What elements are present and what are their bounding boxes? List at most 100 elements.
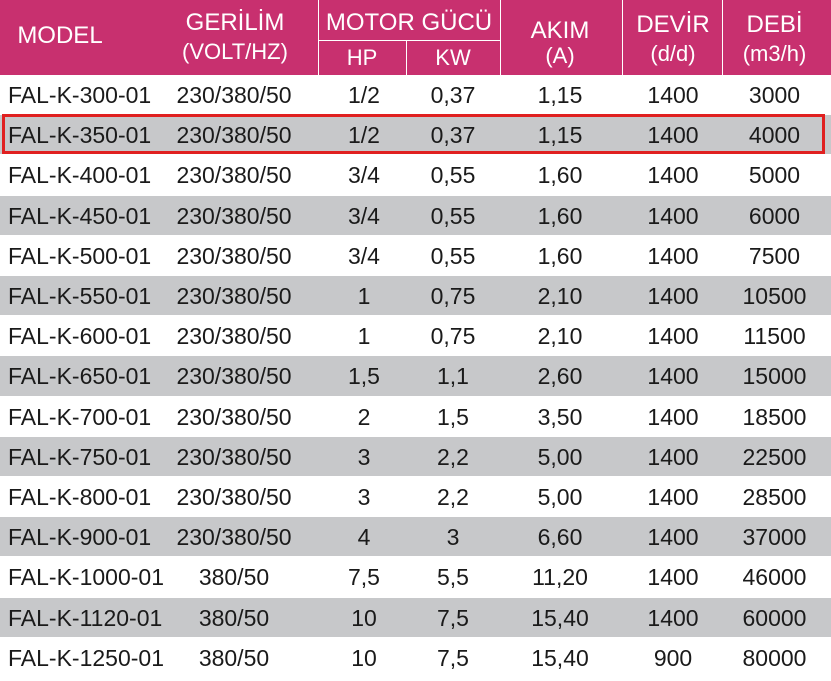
cell-model: FAL-K-650-01	[8, 363, 152, 390]
cell-model: FAL-K-900-01	[8, 524, 152, 551]
table-row: FAL-K-1120-01 380/50 10 7,5 15,40 1400 60000	[0, 597, 831, 638]
cell-akim: 1,60	[537, 202, 583, 229]
cell-hp: 3/4	[348, 242, 380, 269]
cell-akim: 11,20	[532, 564, 588, 591]
table-row: FAL-K-350-01 230/380/50 1/2 0,37 1,15 1400 400…	[0, 115, 831, 156]
table-row: FAL-K-1000-01 380/50 7,5 5,5 11,20 1400 46000	[0, 557, 831, 598]
cell-debi: 7500	[748, 242, 801, 269]
cell-model: FAL-K-1250-01	[8, 644, 164, 671]
cell-hp: 1	[357, 283, 371, 309]
cell-kw: 2,2	[437, 443, 469, 470]
cell-kw: 7,5	[437, 604, 469, 631]
cell-akim: 2,10	[537, 283, 583, 309]
cell-hp: 1	[357, 323, 371, 350]
cell-akim: 6,60	[537, 524, 583, 551]
header-devir-unit: (d/d)	[650, 41, 696, 66]
cell-model: FAL-K-1000-01	[8, 564, 164, 591]
cell-kw: 5,5	[437, 564, 469, 591]
cell-akim: 1,15	[537, 82, 583, 108]
table-row: FAL-K-400-01 230/380/50 3/4 0,55 1,60 1400 500…	[0, 155, 831, 196]
cell-debi: 28500	[742, 484, 807, 510]
cell-akim: 3,50	[537, 403, 583, 430]
cell-devir: 1400	[647, 283, 699, 309]
cell-model: FAL-K-350-01	[8, 122, 152, 149]
cell-volt: 230/380/50	[176, 403, 292, 430]
cell-hp: 1/2	[348, 82, 380, 108]
cell-devir: 1400	[647, 403, 699, 430]
cell-volt: 380/50	[198, 604, 270, 631]
cell-debi: 46000	[742, 564, 807, 591]
cell-devir: 1400	[647, 242, 699, 269]
cell-volt: 230/380/50	[176, 122, 292, 149]
cell-debi: 22500	[742, 443, 807, 470]
cell-akim: 5,00	[537, 443, 583, 470]
cell-hp: 3/4	[348, 202, 380, 229]
table-row: FAL-K-1250-01 380/50 10 7,5 15,40 900 80000	[0, 637, 831, 678]
cell-akim: 1,15	[537, 122, 583, 149]
header-debi: DEBİ	[746, 11, 803, 38]
table-row: FAL-K-650-01 230/380/50 1,5 1,1 2,60 1400 1500…	[0, 356, 831, 397]
cell-akim: 1,60	[537, 162, 583, 189]
cell-devir: 1400	[647, 604, 699, 631]
cell-kw: 0,75	[430, 283, 476, 309]
cell-devir: 1400	[647, 122, 699, 149]
cell-kw: 0,37	[430, 122, 476, 149]
cell-debi: 60000	[742, 604, 807, 631]
header-gerilim-unit: (VOLT/HZ)	[182, 39, 288, 64]
header-hp: HP	[346, 45, 378, 70]
cell-debi: 15000	[742, 363, 807, 390]
cell-volt: 230/380/50	[176, 484, 292, 510]
cell-kw: 2,2	[437, 484, 469, 510]
cell-debi: 5000	[748, 162, 801, 189]
cell-model: FAL-K-600-01	[8, 323, 152, 350]
cell-debi: 18500	[742, 403, 807, 430]
cell-model: FAL-K-550-01	[8, 283, 152, 309]
cell-debi: 37000	[742, 524, 807, 551]
table-row: FAL-K-300-01 230/380/50 1/2 0,37 1,15 1400 300…	[0, 75, 831, 116]
cell-volt: 230/380/50	[176, 162, 292, 189]
cell-volt: 230/380/50	[176, 283, 292, 309]
cell-model: FAL-K-700-01	[8, 403, 152, 430]
cell-hp: 1,5	[348, 363, 380, 390]
cell-model: FAL-K-800-01	[8, 484, 152, 510]
table-row: FAL-K-750-01 230/380/50 3 2,2 5,00 1400 22500	[0, 436, 831, 477]
table-row: FAL-K-800-01 230/380/50 3 2,2 5,00 1400 28500	[0, 477, 831, 518]
cell-hp: 1/2	[348, 122, 380, 149]
cell-volt: 230/380/50	[176, 363, 292, 390]
cell-kw: 0,55	[430, 162, 476, 189]
cell-akim: 2,60	[537, 363, 583, 390]
cell-hp: 10	[351, 644, 377, 671]
cell-volt: 230/380/50	[176, 524, 292, 551]
cell-akim: 2,10	[537, 323, 583, 350]
cell-devir: 900	[653, 644, 693, 671]
cell-kw: 0,37	[430, 82, 476, 108]
highlighted-row-outline	[2, 114, 825, 154]
cell-volt: 230/380/50	[176, 323, 292, 350]
cell-hp: 3	[357, 484, 371, 510]
table-row: FAL-K-450-01 230/380/50 3/4 0,55 1,60 1400 600…	[0, 195, 831, 236]
header-gerilim: GERİLİM	[185, 9, 285, 36]
cell-akim: 15,40	[531, 604, 589, 631]
cell-model: FAL-K-450-01	[8, 202, 152, 229]
cell-devir: 1400	[647, 363, 699, 390]
cell-devir: 1400	[647, 484, 699, 510]
cell-devir: 1400	[647, 82, 699, 108]
table-row: FAL-K-600-01 230/380/50 1 0,75 2,10 1400 11500	[0, 316, 831, 357]
cell-model: FAL-K-500-01	[8, 242, 152, 269]
cell-devir: 1400	[647, 323, 699, 350]
cell-hp: 4	[357, 524, 371, 551]
cell-kw: 1,1	[437, 363, 469, 390]
cell-devir: 1400	[647, 162, 699, 189]
header-divider	[722, 0, 723, 75]
cell-debi: 4000	[748, 122, 801, 149]
cell-kw: 3	[446, 524, 460, 551]
cell-volt: 380/50	[198, 644, 270, 671]
cell-devir: 1400	[647, 524, 699, 551]
cell-hp: 7,5	[348, 564, 380, 591]
header-divider	[318, 40, 500, 41]
cell-devir: 1400	[647, 443, 699, 470]
header-divider	[318, 0, 319, 75]
cell-model: FAL-K-400-01	[8, 162, 152, 189]
header-akim-unit: (A)	[545, 43, 575, 68]
cell-debi: 11500	[743, 323, 806, 350]
